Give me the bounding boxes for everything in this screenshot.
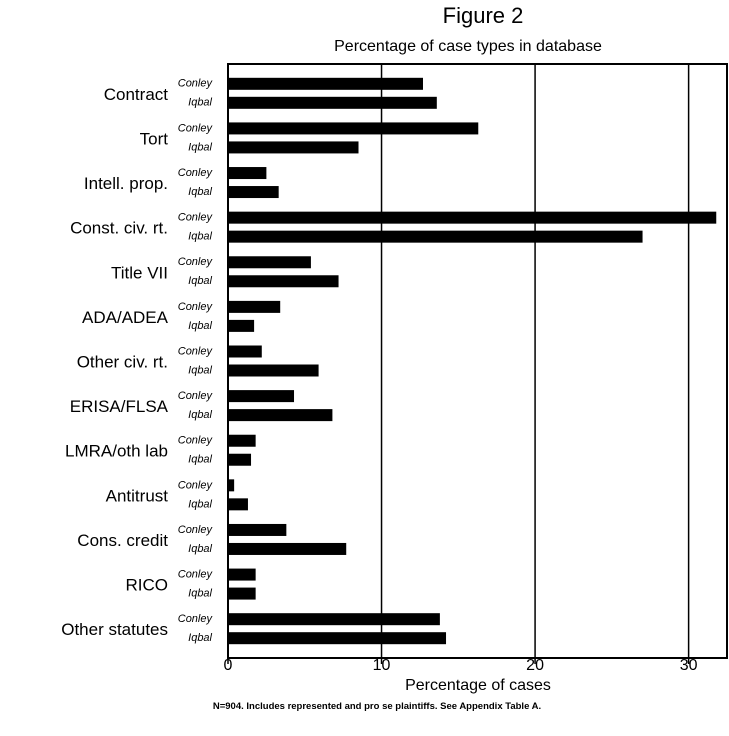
series-label-iqbal: Iqbal [188, 409, 212, 421]
bar-iqbal [228, 498, 248, 511]
series-label-conley: Conley [178, 256, 214, 268]
category-label: ERISA/FLSA [70, 397, 169, 416]
series-label-iqbal: Iqbal [188, 186, 212, 198]
category-label: Intell. prop. [84, 174, 168, 193]
series-label-iqbal: Iqbal [188, 275, 212, 287]
bar-iqbal [228, 319, 255, 332]
series-label-conley: Conley [178, 435, 214, 447]
bar-conley [228, 77, 423, 90]
bar-iqbal [228, 364, 319, 377]
series-label-conley: Conley [178, 212, 214, 224]
category-label: RICO [126, 576, 169, 595]
series-label-iqbal: Iqbal [188, 97, 212, 109]
bars [228, 77, 717, 645]
chart-title: Figure 2 [443, 3, 524, 28]
bar-iqbal [228, 409, 333, 422]
bar-conley [228, 122, 479, 135]
category-label: LMRA/oth lab [65, 442, 168, 461]
series-label-conley: Conley [178, 390, 214, 402]
category-label: ADA/ADEA [82, 308, 169, 327]
series-label-iqbal: Iqbal [188, 454, 212, 466]
category-label: Cons. credit [77, 531, 168, 550]
category-label: Other statutes [61, 620, 168, 639]
bar-conley [228, 345, 262, 358]
bar-conley [228, 211, 717, 224]
series-label-conley: Conley [178, 613, 214, 625]
series-label-conley: Conley [178, 301, 214, 313]
bar-conley [228, 434, 256, 447]
bar-conley [228, 613, 440, 626]
series-label-conley: Conley [178, 524, 214, 536]
bar-conley [228, 523, 287, 536]
category-labels: Contract Conley Iqbal Tort Conley Iqbal Intell… [61, 78, 213, 644]
bar-iqbal [228, 542, 347, 555]
bar-iqbal [228, 96, 437, 109]
series-label-iqbal: Iqbal [188, 632, 212, 644]
series-label-iqbal: Iqbal [188, 141, 212, 153]
x-axis-label: Percentage of cases [405, 677, 551, 694]
series-label-conley: Conley [178, 345, 214, 357]
bar-iqbal [228, 587, 256, 600]
plot-area-frame [227, 63, 728, 659]
category-label: Other civ. rt. [77, 352, 168, 371]
bar-iqbal [228, 141, 359, 154]
bar-iqbal [228, 632, 447, 645]
x-axis-ticks: 0 10 20 30 [224, 657, 698, 674]
x-tick-label: 10 [373, 657, 391, 674]
series-label-iqbal: Iqbal [188, 320, 212, 332]
footnote: N=904. Includes represented and pro se p… [213, 701, 541, 712]
series-label-iqbal: Iqbal [188, 231, 212, 243]
bar-iqbal [228, 275, 339, 288]
bar-conley [228, 256, 311, 269]
gridlines [380, 64, 690, 658]
x-tick-label: 0 [224, 657, 233, 674]
category-label: Contract [104, 85, 169, 104]
series-label-iqbal: Iqbal [188, 364, 212, 376]
series-label-conley: Conley [178, 167, 214, 179]
category-label: Antitrust [106, 486, 169, 505]
x-tick-label: 30 [680, 657, 698, 674]
category-label: Tort [140, 129, 169, 148]
series-label-iqbal: Iqbal [188, 587, 212, 599]
x-tick-label: 20 [526, 657, 544, 674]
series-label-conley: Conley [178, 122, 214, 134]
bar-iqbal [228, 453, 252, 466]
series-label-conley: Conley [178, 568, 214, 580]
bar-conley [228, 300, 281, 313]
series-label-conley: Conley [178, 78, 214, 90]
series-label-iqbal: Iqbal [188, 498, 212, 510]
bar-conley [228, 568, 256, 581]
series-label-conley: Conley [178, 479, 214, 491]
series-label-iqbal: Iqbal [188, 543, 212, 555]
category-label: Title VII [111, 263, 168, 282]
bar-iqbal [228, 186, 279, 199]
bar-iqbal [228, 230, 643, 243]
chart-subtitle: Percentage of case types in database [334, 38, 602, 55]
bar-conley [228, 390, 295, 403]
bar-conley [228, 167, 267, 180]
category-label: Const. civ. rt. [70, 219, 168, 238]
bar-conley [228, 479, 235, 492]
